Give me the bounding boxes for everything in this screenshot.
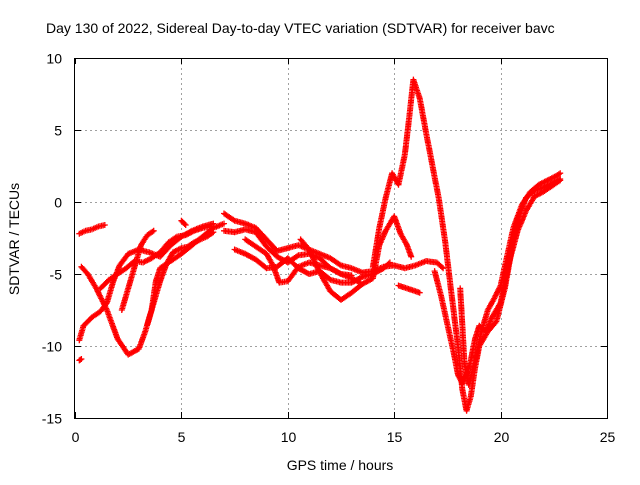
data-point bbox=[149, 228, 156, 235]
chart-title: Day 130 of 2022, Sidereal Day-to-day VTE… bbox=[46, 20, 555, 36]
data-point bbox=[440, 265, 447, 272]
series-track-f bbox=[144, 229, 217, 328]
gridlines bbox=[75, 58, 607, 418]
series-track-j bbox=[242, 236, 364, 286]
axis-ticks bbox=[75, 58, 608, 419]
data-point bbox=[416, 289, 423, 296]
x-tick-label: 5 bbox=[178, 429, 186, 445]
series-track-e bbox=[118, 227, 157, 313]
data-point bbox=[408, 253, 415, 260]
data-point bbox=[221, 220, 227, 227]
series-track-h bbox=[231, 246, 393, 286]
data-point bbox=[77, 356, 84, 363]
y-tick-label: 0 bbox=[54, 195, 62, 211]
data-point bbox=[336, 261, 343, 268]
y-tick-label: -15 bbox=[42, 411, 62, 427]
data-point bbox=[438, 264, 445, 271]
plot-frame bbox=[74, 58, 608, 419]
data-marks bbox=[76, 76, 564, 414]
data-point bbox=[358, 274, 364, 281]
tick-labels: 0 5 10 15 20 25 -15 -10 -5 0 5 10 bbox=[42, 51, 616, 446]
y-tick-label: 10 bbox=[46, 51, 62, 67]
y-tick-label: 5 bbox=[54, 123, 62, 139]
series-track-q bbox=[178, 217, 189, 228]
data-point bbox=[386, 259, 393, 266]
y-tick-label: -5 bbox=[50, 267, 63, 283]
x-tick-label: 15 bbox=[387, 429, 403, 445]
series-track-o bbox=[457, 170, 564, 388]
series-track-k bbox=[297, 213, 415, 303]
data-point bbox=[101, 222, 108, 228]
data-point bbox=[210, 229, 217, 236]
data-point bbox=[78, 356, 85, 362]
data-point bbox=[181, 221, 188, 227]
series-track-p bbox=[76, 356, 85, 364]
data-point bbox=[182, 222, 189, 228]
data-point bbox=[336, 270, 343, 277]
data-point bbox=[209, 230, 215, 237]
series-track-m bbox=[395, 282, 423, 296]
x-axis-label: GPS time / hours bbox=[287, 457, 394, 473]
x-tick-label: 10 bbox=[281, 429, 297, 445]
x-tick-label: 0 bbox=[72, 429, 80, 445]
x-tick-label: 20 bbox=[494, 429, 510, 445]
data-point bbox=[208, 223, 215, 230]
data-point bbox=[294, 253, 301, 260]
data-point bbox=[557, 177, 564, 184]
data-point bbox=[150, 227, 157, 234]
data-point bbox=[385, 260, 392, 267]
data-point bbox=[230, 216, 237, 223]
y-tick-label: -10 bbox=[42, 339, 62, 355]
x-tick-label: 25 bbox=[600, 429, 616, 445]
y-axis-label: SDTVAR / TECUs bbox=[6, 183, 22, 295]
data-point bbox=[557, 170, 564, 177]
series-track-a bbox=[76, 222, 108, 237]
